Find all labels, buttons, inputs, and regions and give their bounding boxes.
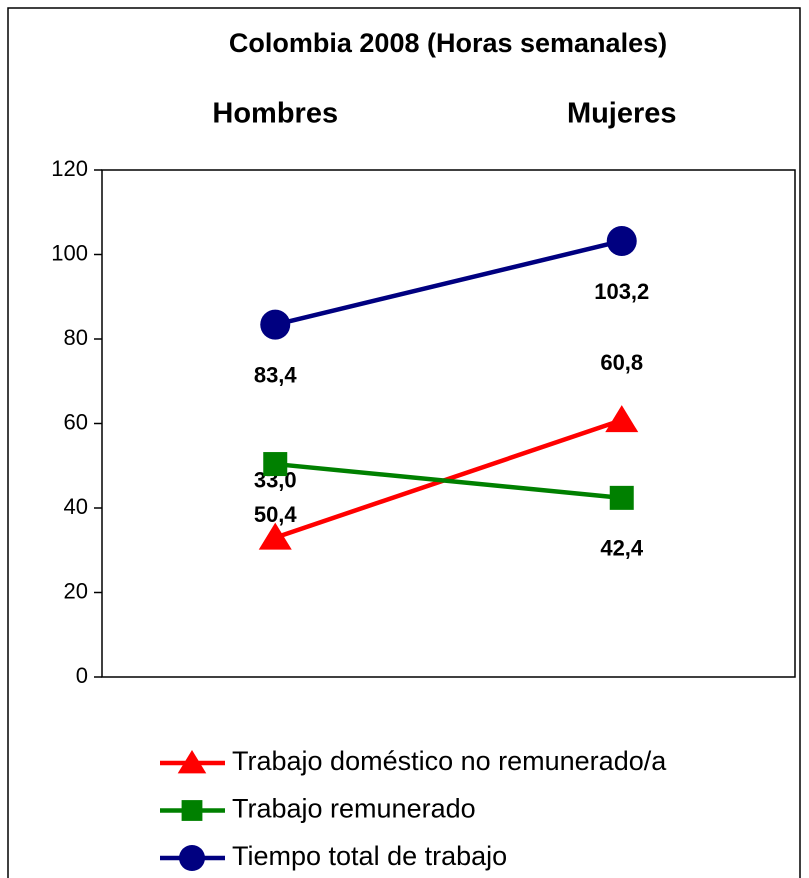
legend-label: Trabajo remunerado <box>232 794 476 824</box>
legend-label: Trabajo doméstico no remunerado/a <box>232 746 667 776</box>
data-label: 60,8 <box>600 350 643 375</box>
marker <box>609 485 634 510</box>
series-line <box>275 461 622 501</box>
category-label: Hombres <box>212 98 338 130</box>
series-line <box>274 238 623 327</box>
legend-marker <box>179 845 205 871</box>
marker <box>260 309 291 340</box>
chart-title: Colombia 2008 (Horas semanales) <box>229 28 667 58</box>
legend-marker <box>181 800 203 821</box>
y-tick-label: 40 <box>64 494 88 519</box>
y-tick-label: 20 <box>64 578 88 603</box>
y-tick-label: 80 <box>64 325 88 350</box>
y-tick-label: 0 <box>76 663 88 688</box>
y-tick-label: 120 <box>51 156 88 181</box>
chart-frame <box>7 7 801 878</box>
marker <box>605 405 639 433</box>
data-label: 103,2 <box>594 279 649 304</box>
data-label: 42,4 <box>600 536 644 561</box>
y-tick-label: 60 <box>64 409 88 434</box>
category-label: Mujeres <box>567 98 677 130</box>
legend-label: Tiempo total de trabajo <box>232 841 507 871</box>
data-label: 83,4 <box>254 362 298 387</box>
marker <box>263 452 288 477</box>
legend-marker <box>177 750 207 774</box>
data-label: 50,4 <box>254 502 298 527</box>
marker <box>606 225 637 256</box>
marker <box>258 522 292 550</box>
y-tick-label: 100 <box>51 240 88 265</box>
